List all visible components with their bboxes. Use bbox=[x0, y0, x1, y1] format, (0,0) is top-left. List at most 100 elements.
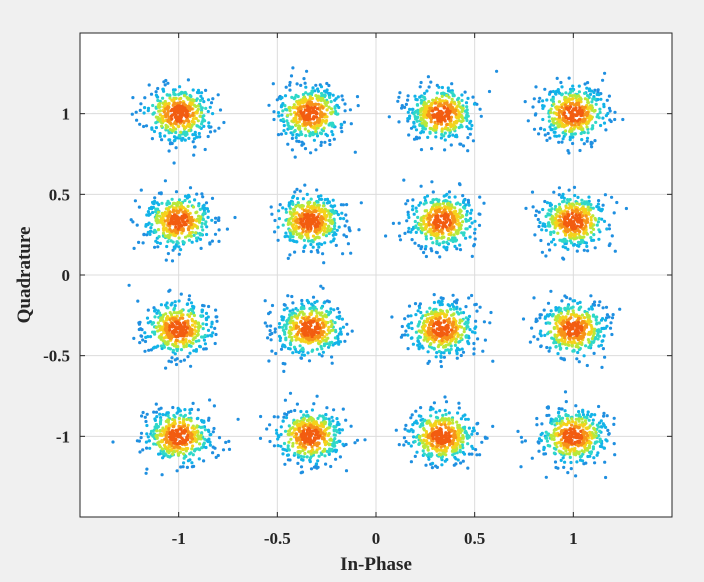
data-point bbox=[335, 417, 338, 420]
data-point bbox=[283, 331, 286, 334]
data-point bbox=[277, 133, 280, 136]
data-point bbox=[448, 196, 451, 199]
data-point bbox=[142, 241, 145, 244]
data-point bbox=[407, 216, 410, 219]
data-point bbox=[145, 468, 148, 471]
data-point bbox=[274, 330, 277, 333]
data-point bbox=[419, 406, 422, 409]
data-point bbox=[483, 320, 486, 323]
data-point bbox=[572, 340, 575, 343]
data-point bbox=[167, 427, 170, 430]
data-point bbox=[293, 251, 296, 254]
data-point bbox=[607, 433, 610, 436]
data-point bbox=[183, 359, 186, 362]
data-point bbox=[306, 351, 309, 354]
data-point bbox=[317, 195, 320, 198]
data-point bbox=[173, 161, 176, 164]
data-point bbox=[608, 224, 611, 227]
data-point bbox=[273, 444, 276, 447]
data-point bbox=[473, 232, 476, 235]
data-point bbox=[417, 323, 420, 326]
data-point bbox=[552, 103, 555, 106]
data-point bbox=[188, 200, 191, 203]
data-point bbox=[201, 304, 204, 307]
data-point bbox=[174, 93, 177, 96]
data-point bbox=[437, 86, 440, 89]
data-point bbox=[279, 445, 282, 448]
data-point bbox=[613, 111, 616, 114]
data-point bbox=[200, 335, 203, 338]
data-point bbox=[575, 414, 578, 417]
data-point bbox=[605, 114, 608, 117]
data-point bbox=[548, 115, 551, 118]
data-point bbox=[574, 404, 577, 407]
data-point bbox=[403, 232, 406, 235]
data-point bbox=[599, 124, 602, 127]
data-point bbox=[135, 111, 138, 114]
data-point bbox=[441, 86, 444, 89]
data-point bbox=[283, 104, 286, 107]
data-point bbox=[545, 476, 548, 479]
data-point bbox=[399, 238, 402, 241]
data-point bbox=[200, 91, 203, 94]
data-point bbox=[310, 198, 313, 201]
data-point bbox=[291, 137, 294, 140]
data-point bbox=[285, 327, 288, 330]
data-point bbox=[165, 245, 168, 248]
data-point bbox=[283, 124, 286, 127]
data-point bbox=[333, 429, 336, 432]
data-point bbox=[537, 450, 540, 453]
data-point bbox=[210, 322, 213, 325]
data-point bbox=[338, 428, 341, 431]
data-point bbox=[300, 455, 303, 458]
data-point bbox=[414, 220, 417, 223]
data-point bbox=[430, 147, 433, 150]
data-point bbox=[218, 228, 221, 231]
data-point bbox=[338, 226, 341, 229]
data-point bbox=[384, 234, 387, 237]
data-point bbox=[139, 102, 142, 105]
data-point bbox=[412, 121, 415, 124]
data-point bbox=[190, 447, 193, 450]
data-point bbox=[488, 90, 491, 93]
data-point bbox=[300, 299, 303, 302]
data-point bbox=[558, 186, 561, 189]
data-point bbox=[457, 312, 460, 315]
data-point bbox=[536, 319, 539, 322]
data-point bbox=[143, 331, 146, 334]
data-point bbox=[606, 99, 609, 102]
data-point bbox=[573, 194, 576, 197]
data-point bbox=[604, 193, 607, 196]
data-point bbox=[538, 316, 541, 319]
data-point bbox=[612, 423, 615, 426]
data-point bbox=[466, 149, 469, 152]
data-point bbox=[465, 316, 468, 319]
data-point bbox=[140, 436, 143, 439]
data-point bbox=[461, 194, 464, 197]
data-point bbox=[578, 360, 581, 363]
data-point bbox=[167, 347, 170, 350]
data-point bbox=[587, 333, 590, 336]
data-point bbox=[454, 344, 457, 347]
data-point bbox=[321, 337, 324, 340]
data-point bbox=[298, 226, 301, 229]
data-point bbox=[436, 416, 439, 419]
data-point bbox=[277, 444, 280, 447]
data-point bbox=[435, 240, 438, 243]
data-point bbox=[594, 442, 597, 445]
data-point bbox=[415, 136, 418, 139]
data-point bbox=[160, 336, 163, 339]
data-point bbox=[336, 316, 339, 319]
data-point bbox=[588, 89, 591, 92]
data-point bbox=[465, 105, 468, 108]
data-point bbox=[310, 250, 313, 253]
data-point bbox=[273, 230, 276, 233]
data-point bbox=[301, 101, 304, 104]
data-point bbox=[360, 201, 363, 204]
data-point bbox=[339, 455, 342, 458]
data-point bbox=[146, 413, 149, 416]
data-point bbox=[294, 129, 297, 132]
data-point bbox=[599, 445, 602, 448]
data-point bbox=[287, 453, 290, 456]
data-point bbox=[340, 123, 343, 126]
